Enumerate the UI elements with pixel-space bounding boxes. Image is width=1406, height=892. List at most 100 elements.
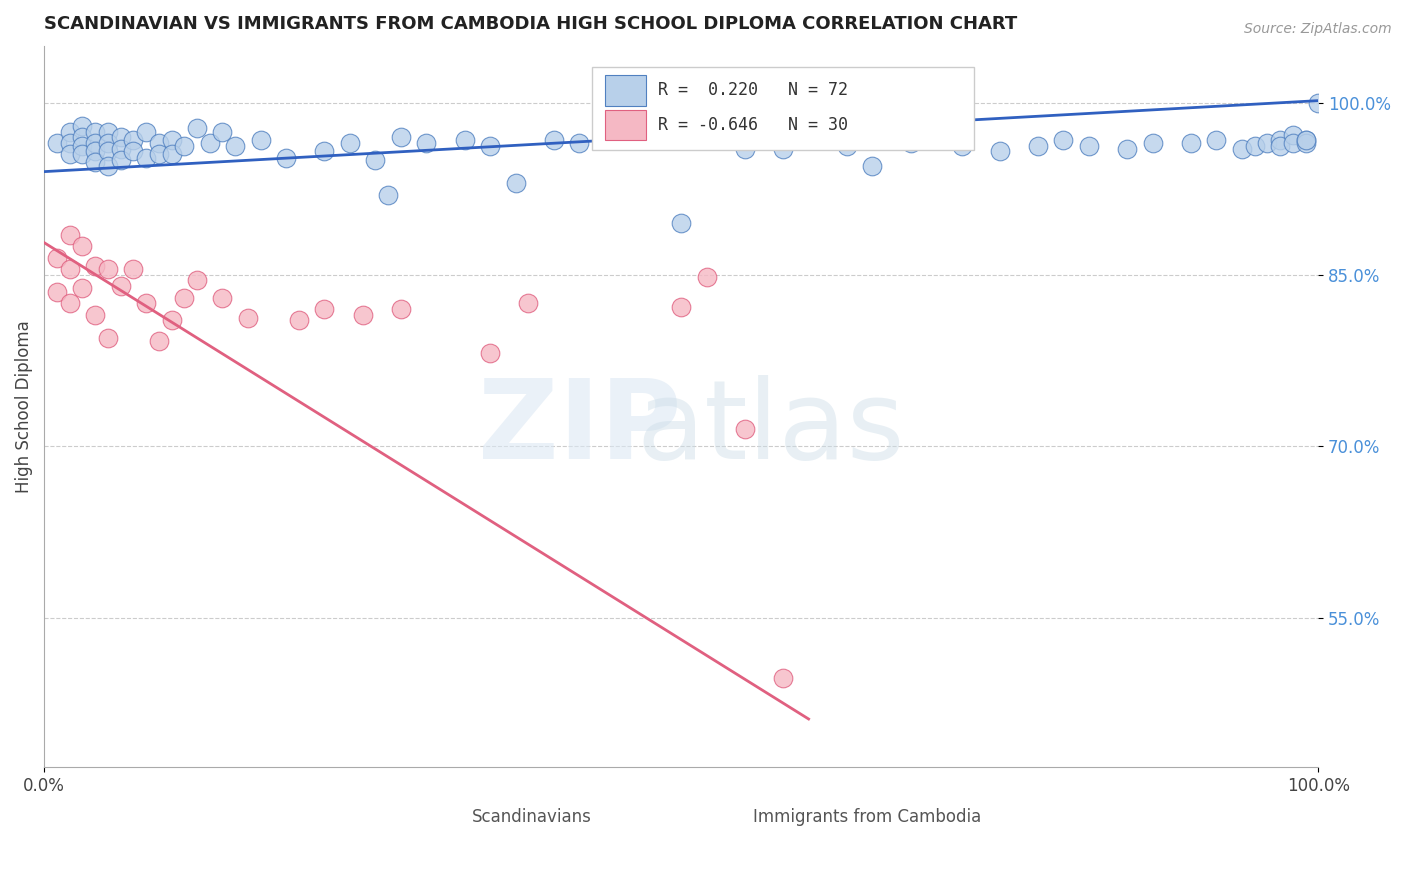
Point [1026,139,1049,153]
Point [58,136,80,150]
Point [58,124,80,138]
Point [669,216,692,230]
Text: ZIP: ZIP [478,375,681,482]
Point [1116,142,1139,156]
Point [734,422,756,436]
Text: R = -0.646   N = 30: R = -0.646 N = 30 [658,116,848,134]
FancyBboxPatch shape [605,75,645,105]
Point [1295,132,1317,146]
Point [900,136,922,150]
Point [377,187,399,202]
Point [122,262,145,277]
Point [160,313,183,327]
Point [288,313,311,327]
Point [45,251,67,265]
Point [97,331,120,345]
Point [148,334,170,348]
Point [97,159,120,173]
Point [72,139,94,153]
Point [224,139,246,153]
Point [835,139,858,153]
Point [1256,136,1278,150]
FancyBboxPatch shape [423,804,464,830]
Point [1230,142,1253,156]
Point [797,132,820,146]
Point [479,345,502,359]
Point [135,151,157,165]
Point [1205,132,1227,146]
Point [1243,139,1265,153]
Point [160,132,183,146]
Point [58,147,80,161]
Point [84,144,107,158]
FancyBboxPatch shape [592,67,974,150]
Point [211,124,233,138]
Point [84,308,107,322]
Point [45,136,67,150]
Text: Source: ZipAtlas.com: Source: ZipAtlas.com [1244,22,1392,37]
Point [314,144,336,158]
Point [58,262,80,277]
Point [148,136,170,150]
Point [734,142,756,156]
Point [249,132,271,146]
Point [72,239,94,253]
Point [173,139,195,153]
Point [1281,136,1303,150]
Text: R =  0.220   N = 72: R = 0.220 N = 72 [658,81,848,99]
Point [58,296,80,310]
Point [122,132,145,146]
Point [352,308,374,322]
Point [1295,132,1317,146]
Point [669,300,692,314]
FancyBboxPatch shape [704,804,745,830]
Point [84,259,107,273]
Point [772,142,794,156]
Point [97,144,120,158]
Point [1268,132,1291,146]
Point [72,130,94,145]
Point [72,119,94,133]
Point [110,142,132,156]
Point [364,153,387,168]
Point [236,311,259,326]
Point [479,139,502,153]
Point [135,296,157,310]
Point [58,227,80,242]
Point [860,159,883,173]
Point [122,144,145,158]
Point [568,136,591,150]
Point [314,301,336,316]
Text: Immigrants from Cambodia: Immigrants from Cambodia [752,808,981,826]
Point [97,136,120,150]
Point [1077,139,1099,153]
Point [1180,136,1202,150]
Point [988,144,1011,158]
Point [97,262,120,277]
Point [505,176,527,190]
Point [72,281,94,295]
Point [148,147,170,161]
Point [1142,136,1164,150]
Point [453,132,475,146]
Point [110,279,132,293]
Text: SCANDINAVIAN VS IMMIGRANTS FROM CAMBODIA HIGH SCHOOL DIPLOMA CORRELATION CHART: SCANDINAVIAN VS IMMIGRANTS FROM CAMBODIA… [44,15,1018,33]
Point [950,139,973,153]
Point [1295,136,1317,150]
FancyBboxPatch shape [605,110,645,140]
Point [415,136,437,150]
Point [198,136,221,150]
Text: atlas: atlas [636,375,904,482]
Point [186,273,208,287]
Point [339,136,361,150]
Text: Scandinavians: Scandinavians [472,808,592,826]
Point [1308,95,1330,110]
Point [110,130,132,145]
Point [84,136,107,150]
Point [276,151,298,165]
Point [1052,132,1074,146]
Point [97,124,120,138]
Point [1281,128,1303,142]
Point [45,285,67,299]
Point [72,147,94,161]
